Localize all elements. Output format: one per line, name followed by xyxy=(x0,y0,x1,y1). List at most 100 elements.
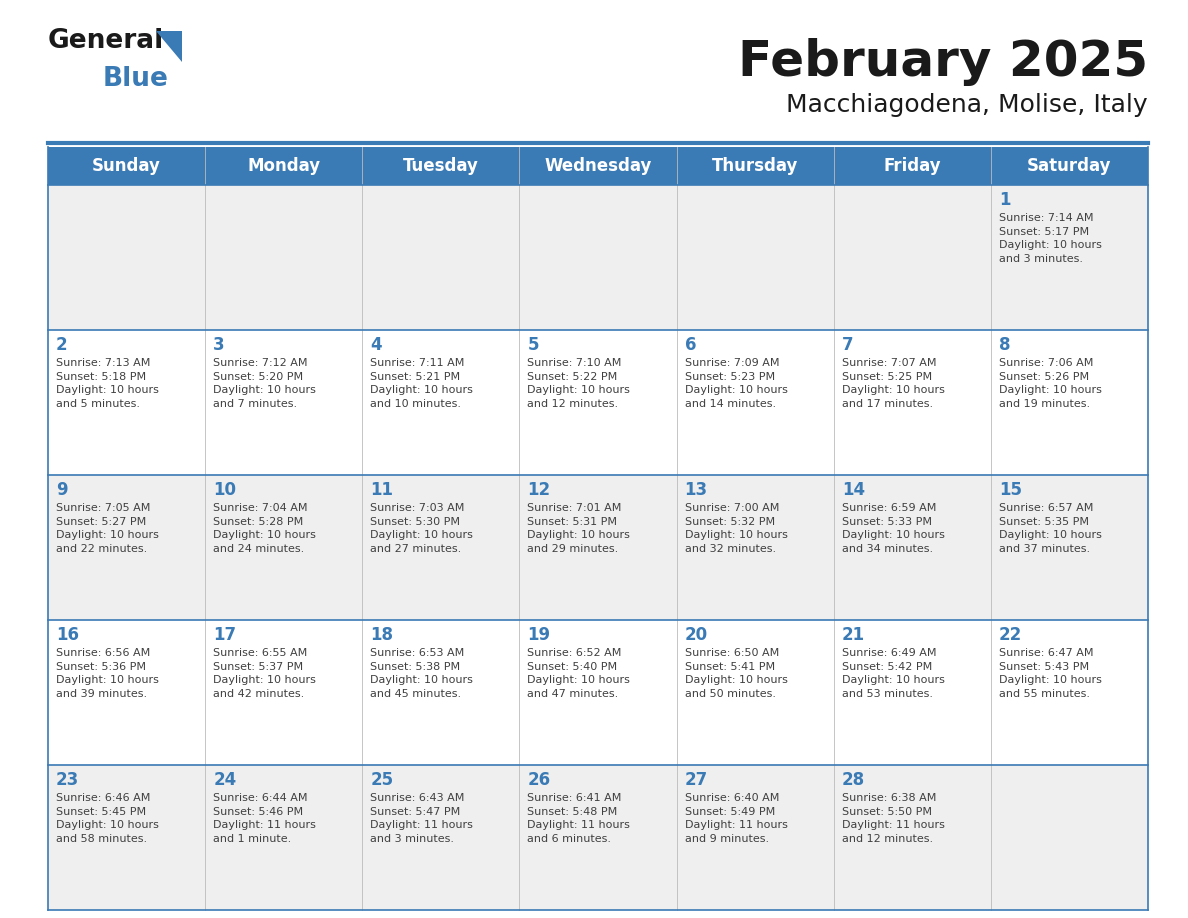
Text: Sunday: Sunday xyxy=(93,157,162,175)
Bar xyxy=(834,475,991,620)
Text: 11: 11 xyxy=(371,481,393,499)
Bar xyxy=(677,330,834,475)
Bar xyxy=(362,475,519,620)
Text: General: General xyxy=(48,28,164,54)
Polygon shape xyxy=(156,31,182,62)
Text: Sunrise: 7:01 AM
Sunset: 5:31 PM
Daylight: 10 hours
and 29 minutes.: Sunrise: 7:01 AM Sunset: 5:31 PM Dayligh… xyxy=(527,503,631,554)
Text: Blue: Blue xyxy=(103,66,169,92)
Bar xyxy=(677,765,834,910)
Bar xyxy=(991,620,1148,765)
Text: 6: 6 xyxy=(684,336,696,354)
Bar xyxy=(362,765,519,910)
Text: Sunrise: 6:40 AM
Sunset: 5:49 PM
Daylight: 11 hours
and 9 minutes.: Sunrise: 6:40 AM Sunset: 5:49 PM Dayligh… xyxy=(684,793,788,844)
Bar xyxy=(362,185,519,330)
Bar xyxy=(48,765,206,910)
Bar xyxy=(519,620,677,765)
Text: Sunrise: 6:47 AM
Sunset: 5:43 PM
Daylight: 10 hours
and 55 minutes.: Sunrise: 6:47 AM Sunset: 5:43 PM Dayligh… xyxy=(999,648,1101,699)
Bar xyxy=(519,185,677,330)
Text: 17: 17 xyxy=(213,626,236,644)
Text: 27: 27 xyxy=(684,771,708,789)
Text: 1: 1 xyxy=(999,191,1010,209)
Text: Macchiagodena, Molise, Italy: Macchiagodena, Molise, Italy xyxy=(786,93,1148,117)
Text: 7: 7 xyxy=(842,336,853,354)
Bar xyxy=(206,330,362,475)
Text: 19: 19 xyxy=(527,626,550,644)
Text: 25: 25 xyxy=(371,771,393,789)
Text: Sunrise: 7:00 AM
Sunset: 5:32 PM
Daylight: 10 hours
and 32 minutes.: Sunrise: 7:00 AM Sunset: 5:32 PM Dayligh… xyxy=(684,503,788,554)
Text: February 2025: February 2025 xyxy=(738,38,1148,86)
Text: 23: 23 xyxy=(56,771,80,789)
Text: Sunrise: 6:49 AM
Sunset: 5:42 PM
Daylight: 10 hours
and 53 minutes.: Sunrise: 6:49 AM Sunset: 5:42 PM Dayligh… xyxy=(842,648,944,699)
Text: 16: 16 xyxy=(56,626,78,644)
Text: Sunrise: 6:56 AM
Sunset: 5:36 PM
Daylight: 10 hours
and 39 minutes.: Sunrise: 6:56 AM Sunset: 5:36 PM Dayligh… xyxy=(56,648,159,699)
Text: Sunrise: 7:06 AM
Sunset: 5:26 PM
Daylight: 10 hours
and 19 minutes.: Sunrise: 7:06 AM Sunset: 5:26 PM Dayligh… xyxy=(999,358,1101,409)
Text: Sunrise: 6:52 AM
Sunset: 5:40 PM
Daylight: 10 hours
and 47 minutes.: Sunrise: 6:52 AM Sunset: 5:40 PM Dayligh… xyxy=(527,648,631,699)
Text: 24: 24 xyxy=(213,771,236,789)
Text: Sunrise: 7:03 AM
Sunset: 5:30 PM
Daylight: 10 hours
and 27 minutes.: Sunrise: 7:03 AM Sunset: 5:30 PM Dayligh… xyxy=(371,503,473,554)
Text: 2: 2 xyxy=(56,336,68,354)
Bar xyxy=(677,475,834,620)
Text: Sunrise: 7:10 AM
Sunset: 5:22 PM
Daylight: 10 hours
and 12 minutes.: Sunrise: 7:10 AM Sunset: 5:22 PM Dayligh… xyxy=(527,358,631,409)
Text: 8: 8 xyxy=(999,336,1010,354)
Bar xyxy=(48,185,206,330)
Bar xyxy=(677,147,834,185)
Text: Sunrise: 6:46 AM
Sunset: 5:45 PM
Daylight: 10 hours
and 58 minutes.: Sunrise: 6:46 AM Sunset: 5:45 PM Dayligh… xyxy=(56,793,159,844)
Text: 14: 14 xyxy=(842,481,865,499)
Bar xyxy=(519,475,677,620)
Text: Sunrise: 7:14 AM
Sunset: 5:17 PM
Daylight: 10 hours
and 3 minutes.: Sunrise: 7:14 AM Sunset: 5:17 PM Dayligh… xyxy=(999,213,1101,263)
Bar xyxy=(519,147,677,185)
Text: 3: 3 xyxy=(213,336,225,354)
Bar xyxy=(834,185,991,330)
Text: Monday: Monday xyxy=(247,157,321,175)
Bar xyxy=(362,620,519,765)
Text: 21: 21 xyxy=(842,626,865,644)
Bar xyxy=(206,620,362,765)
Text: Sunrise: 6:57 AM
Sunset: 5:35 PM
Daylight: 10 hours
and 37 minutes.: Sunrise: 6:57 AM Sunset: 5:35 PM Dayligh… xyxy=(999,503,1101,554)
Text: 4: 4 xyxy=(371,336,381,354)
Text: Sunrise: 6:43 AM
Sunset: 5:47 PM
Daylight: 11 hours
and 3 minutes.: Sunrise: 6:43 AM Sunset: 5:47 PM Dayligh… xyxy=(371,793,473,844)
Text: Sunrise: 6:50 AM
Sunset: 5:41 PM
Daylight: 10 hours
and 50 minutes.: Sunrise: 6:50 AM Sunset: 5:41 PM Dayligh… xyxy=(684,648,788,699)
Bar xyxy=(362,330,519,475)
Text: 9: 9 xyxy=(56,481,68,499)
Bar xyxy=(834,620,991,765)
Text: Thursday: Thursday xyxy=(712,157,798,175)
Text: Sunrise: 7:04 AM
Sunset: 5:28 PM
Daylight: 10 hours
and 24 minutes.: Sunrise: 7:04 AM Sunset: 5:28 PM Dayligh… xyxy=(213,503,316,554)
Text: Sunrise: 7:13 AM
Sunset: 5:18 PM
Daylight: 10 hours
and 5 minutes.: Sunrise: 7:13 AM Sunset: 5:18 PM Dayligh… xyxy=(56,358,159,409)
Text: Wednesday: Wednesday xyxy=(544,157,652,175)
Text: Sunrise: 6:53 AM
Sunset: 5:38 PM
Daylight: 10 hours
and 45 minutes.: Sunrise: 6:53 AM Sunset: 5:38 PM Dayligh… xyxy=(371,648,473,699)
Bar xyxy=(834,765,991,910)
Text: 10: 10 xyxy=(213,481,236,499)
Text: 13: 13 xyxy=(684,481,708,499)
Text: Sunrise: 6:55 AM
Sunset: 5:37 PM
Daylight: 10 hours
and 42 minutes.: Sunrise: 6:55 AM Sunset: 5:37 PM Dayligh… xyxy=(213,648,316,699)
Text: 20: 20 xyxy=(684,626,708,644)
Bar xyxy=(206,185,362,330)
Bar xyxy=(991,330,1148,475)
Bar xyxy=(834,147,991,185)
Bar xyxy=(519,765,677,910)
Text: Sunrise: 7:05 AM
Sunset: 5:27 PM
Daylight: 10 hours
and 22 minutes.: Sunrise: 7:05 AM Sunset: 5:27 PM Dayligh… xyxy=(56,503,159,554)
Text: Sunrise: 6:38 AM
Sunset: 5:50 PM
Daylight: 11 hours
and 12 minutes.: Sunrise: 6:38 AM Sunset: 5:50 PM Dayligh… xyxy=(842,793,944,844)
Text: 5: 5 xyxy=(527,336,539,354)
Bar xyxy=(206,475,362,620)
Text: Sunrise: 7:12 AM
Sunset: 5:20 PM
Daylight: 10 hours
and 7 minutes.: Sunrise: 7:12 AM Sunset: 5:20 PM Dayligh… xyxy=(213,358,316,409)
Text: Sunrise: 6:44 AM
Sunset: 5:46 PM
Daylight: 11 hours
and 1 minute.: Sunrise: 6:44 AM Sunset: 5:46 PM Dayligh… xyxy=(213,793,316,844)
Bar xyxy=(206,765,362,910)
Text: Saturday: Saturday xyxy=(1028,157,1112,175)
Bar xyxy=(834,330,991,475)
Text: Sunrise: 6:59 AM
Sunset: 5:33 PM
Daylight: 10 hours
and 34 minutes.: Sunrise: 6:59 AM Sunset: 5:33 PM Dayligh… xyxy=(842,503,944,554)
Bar xyxy=(991,185,1148,330)
Text: 12: 12 xyxy=(527,481,550,499)
Bar xyxy=(362,147,519,185)
Bar xyxy=(519,330,677,475)
Text: Friday: Friday xyxy=(884,157,941,175)
Bar xyxy=(991,765,1148,910)
Text: 28: 28 xyxy=(842,771,865,789)
Text: Sunrise: 7:09 AM
Sunset: 5:23 PM
Daylight: 10 hours
and 14 minutes.: Sunrise: 7:09 AM Sunset: 5:23 PM Dayligh… xyxy=(684,358,788,409)
Bar xyxy=(48,147,206,185)
Bar xyxy=(206,147,362,185)
Bar xyxy=(48,620,206,765)
Bar xyxy=(48,475,206,620)
Bar xyxy=(677,620,834,765)
Text: Sunrise: 6:41 AM
Sunset: 5:48 PM
Daylight: 11 hours
and 6 minutes.: Sunrise: 6:41 AM Sunset: 5:48 PM Dayligh… xyxy=(527,793,631,844)
Bar xyxy=(991,147,1148,185)
